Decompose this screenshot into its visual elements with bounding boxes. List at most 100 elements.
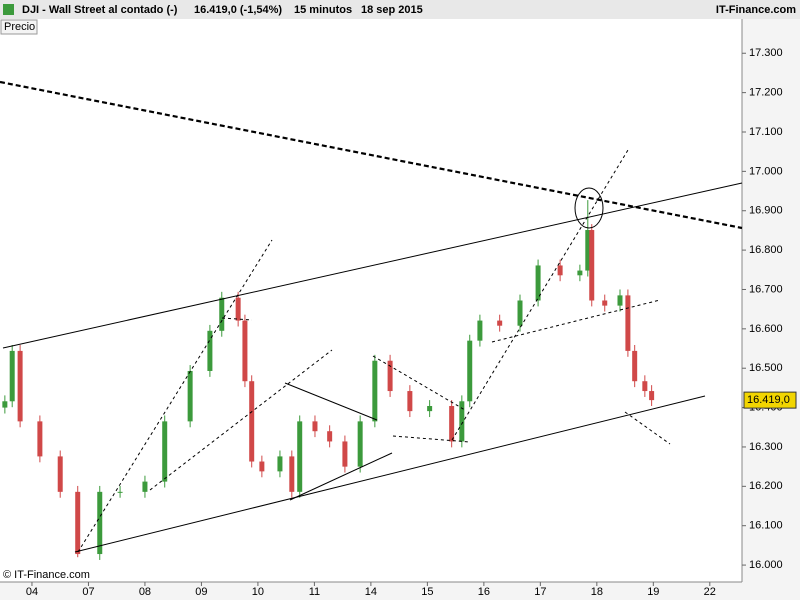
candle-body (312, 421, 318, 432)
x-tick-label: 19 (647, 586, 659, 598)
candle-body (372, 360, 378, 422)
y-tick-label: 17.300 (749, 47, 783, 59)
x-tick-label: 09 (195, 586, 207, 598)
trend-lines (0, 80, 743, 553)
trend-line (74, 395, 706, 553)
highlight-circle (574, 187, 604, 229)
y-tick-label: 16.500 (749, 362, 783, 374)
x-tick-label: 04 (26, 586, 38, 598)
y-tick-label: 17.200 (749, 87, 783, 99)
panel-label-box (0, 19, 38, 35)
y-tick-label: 17.100 (749, 126, 783, 138)
x-tick-label: 22 (704, 586, 716, 598)
trend-line (289, 452, 393, 501)
x-tick-label: 18 (591, 586, 603, 598)
y-tick-label: 16.200 (749, 480, 783, 492)
candle-body (387, 360, 393, 392)
candle-body (649, 391, 655, 401)
trend-line (392, 435, 471, 443)
candle-body (517, 300, 523, 326)
candle-body (589, 230, 595, 301)
candle-body (2, 401, 8, 408)
x-tick-label: 16 (478, 586, 490, 598)
y-tick-label: 16.100 (749, 520, 783, 532)
trend-line (284, 382, 378, 421)
candle-body (162, 421, 168, 482)
trend-line (221, 317, 253, 321)
trend-line (491, 299, 661, 343)
symbol: DJI - Wall Street al contado (-) (22, 4, 178, 16)
candle-body (235, 297, 241, 321)
candle-body (142, 481, 148, 492)
y-tick-label: 16.900 (749, 205, 783, 217)
candle-body (602, 300, 608, 306)
candle-body (259, 461, 265, 472)
y-tick-label: 16.800 (749, 244, 783, 256)
price: 16.419,0 (-1,54%) (194, 4, 282, 16)
panel-label: Precio (4, 21, 35, 33)
candle-body (219, 297, 225, 331)
candle-body (467, 340, 473, 402)
y-tick-label: 16.300 (749, 441, 783, 453)
candle-body (535, 265, 541, 301)
y-tick-label: 16.700 (749, 283, 783, 295)
x-tick-label: 14 (365, 586, 377, 598)
trend-line (451, 149, 629, 441)
candle-body (289, 456, 295, 492)
candle-body (57, 456, 63, 492)
candle-body (97, 491, 103, 555)
interval: 15 minutos (294, 4, 352, 16)
candle-body (277, 456, 283, 472)
x-tick-label: 08 (139, 586, 151, 598)
x-axis-area (0, 582, 800, 600)
trend-line (77, 239, 273, 553)
candle-body (327, 431, 333, 442)
y-tick-label: 16.600 (749, 323, 783, 335)
trend-line (0, 80, 743, 230)
x-tick-label: 11 (309, 586, 320, 598)
candle-body (557, 265, 563, 276)
y-axis-area (742, 19, 800, 582)
last-price-box (743, 391, 797, 409)
trend-line (149, 349, 333, 491)
candle-body (37, 421, 43, 457)
candle-body (642, 381, 648, 392)
candle-body (17, 350, 23, 422)
candle-body (625, 295, 631, 351)
candle-body (617, 295, 623, 306)
x-tick-label: 10 (252, 586, 264, 598)
y-tick-label: 17.000 (749, 165, 783, 177)
y-tick-label: 16.000 (749, 559, 783, 571)
candle-body (477, 320, 483, 341)
footer: © IT-Finance.com (3, 569, 90, 581)
date: 18 sep 2015 (361, 4, 423, 16)
last-price-label: 16.419,0 (747, 394, 790, 406)
x-tick-label: 17 (534, 586, 546, 598)
candle-body (585, 230, 591, 271)
candle-body (632, 350, 638, 382)
header-icon (3, 4, 14, 15)
candle-body (357, 421, 363, 467)
candle-body (449, 406, 455, 442)
candle-body (297, 421, 303, 492)
candle-body (117, 491, 123, 493)
candle-body (187, 370, 193, 422)
candle-body (9, 350, 15, 402)
candle-body (427, 406, 433, 412)
x-tick-label: 15 (421, 586, 433, 598)
candle-body (207, 330, 213, 371)
candle-body (342, 441, 348, 467)
candle-body (407, 391, 413, 412)
candle-body (497, 320, 503, 326)
candle-body (249, 381, 255, 462)
candle-body (459, 401, 465, 442)
candle-body (75, 491, 81, 555)
header-bar (0, 0, 800, 19)
candle-body (577, 270, 583, 276)
x-tick-label: 07 (82, 586, 94, 598)
trend-line (2, 182, 743, 349)
candle-body (242, 320, 248, 382)
